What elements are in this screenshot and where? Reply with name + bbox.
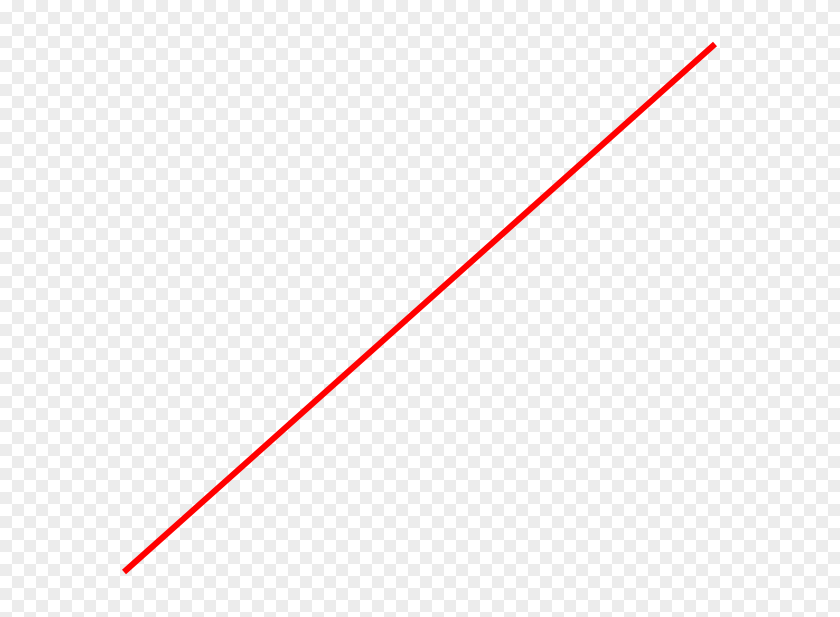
red-diagonal-line: [122, 41, 717, 575]
